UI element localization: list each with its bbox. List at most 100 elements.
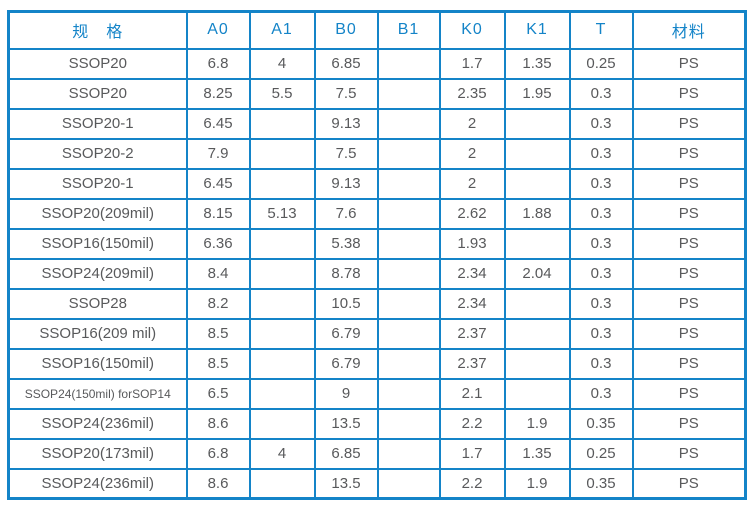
column-header-a1: A1 (248, 10, 316, 50)
value-cell-t: 0.25 (568, 437, 634, 470)
value-cell-a0: 8.5 (185, 317, 251, 350)
value-cell-t: 0.3 (568, 287, 634, 320)
spec-cell: SSOP16(209 mil) (7, 317, 188, 350)
value-cell-t: 0.3 (568, 197, 634, 230)
value-cell-k1 (503, 347, 571, 380)
column-header-b0: B0 (313, 10, 379, 50)
table-row: SSOP20(209mil) 8.15 5.13 7.6 2.62 1.88 0.3 PS (7, 197, 747, 230)
value-cell-material: PS (631, 107, 747, 140)
table-row: SSOP24(236mil) 8.6 13.5 2.2 1.9 0.35 PS (7, 467, 747, 500)
value-cell-a0: 8.6 (185, 407, 251, 440)
spec-cell: SSOP20(173mil) (7, 437, 188, 470)
value-cell-material: PS (631, 407, 747, 440)
value-cell-b1 (376, 287, 441, 320)
value-cell-a1 (248, 287, 316, 320)
value-cell-b0: 13.5 (313, 407, 379, 440)
value-cell-a1 (248, 107, 316, 140)
value-cell-material: PS (631, 77, 747, 110)
value-cell-k1: 2.04 (503, 257, 571, 290)
spec-cell: SSOP16(150mil) (7, 347, 188, 380)
column-header-t: T (568, 10, 634, 50)
value-cell-a1 (248, 317, 316, 350)
table-row: SSOP20(173mil) 6.8 4 6.85 1.7 1.35 0.25 PS (7, 437, 747, 470)
column-header-k0: K0 (438, 10, 506, 50)
value-cell-b1 (376, 257, 441, 290)
value-cell-k1 (503, 287, 571, 320)
spec-cell: SSOP20-2 (7, 137, 188, 170)
spec-table-header: 规 格 A0 A1 B0 B1 K0 K1 T 材料 (7, 10, 747, 50)
value-cell-b0: 6.85 (313, 47, 379, 80)
value-cell-t: 0.3 (568, 107, 634, 140)
value-cell-k0: 1.93 (438, 227, 506, 260)
value-cell-k1 (503, 377, 571, 410)
value-cell-material: PS (631, 197, 747, 230)
value-cell-b1 (376, 137, 441, 170)
value-cell-material: PS (631, 47, 747, 80)
table-row: SSOP20-2 7.9 7.5 2 0.3 PS (7, 137, 747, 170)
value-cell-b0: 5.38 (313, 227, 379, 260)
value-cell-a1: 5.13 (248, 197, 316, 230)
table-row: SSOP24(150mil) forSOP14 6.5 9 2.1 0.3 PS (7, 377, 747, 410)
value-cell-k0: 2.35 (438, 77, 506, 110)
value-cell-b0: 13.5 (313, 467, 379, 500)
value-cell-material: PS (631, 437, 747, 470)
value-cell-k0: 2.62 (438, 197, 506, 230)
value-cell-a1 (248, 347, 316, 380)
value-cell-k0: 1.7 (438, 437, 506, 470)
value-cell-material: PS (631, 227, 747, 260)
value-cell-t: 0.3 (568, 77, 634, 110)
value-cell-k1: 1.88 (503, 197, 571, 230)
value-cell-a0: 6.45 (185, 107, 251, 140)
value-cell-t: 0.35 (568, 467, 634, 500)
value-cell-a1 (248, 377, 316, 410)
value-cell-t: 0.3 (568, 227, 634, 260)
value-cell-k1: 1.35 (503, 437, 571, 470)
value-cell-a0: 6.45 (185, 167, 251, 200)
value-cell-a0: 6.8 (185, 47, 251, 80)
spec-cell: SSOP28 (7, 287, 188, 320)
table-row: SSOP20-1 6.45 9.13 2 0.3 PS (7, 107, 747, 140)
column-header-a0: A0 (185, 10, 251, 50)
value-cell-a1: 5.5 (248, 77, 316, 110)
value-cell-material: PS (631, 317, 747, 350)
value-cell-k0: 2.34 (438, 257, 506, 290)
value-cell-k0: 2 (438, 137, 506, 170)
value-cell-material: PS (631, 377, 747, 410)
value-cell-b1 (376, 467, 441, 500)
value-cell-a0: 6.36 (185, 227, 251, 260)
value-cell-t: 0.35 (568, 407, 634, 440)
value-cell-b0: 6.79 (313, 317, 379, 350)
value-cell-b0: 6.79 (313, 347, 379, 380)
value-cell-a0: 8.4 (185, 257, 251, 290)
table-row: SSOP20 6.8 4 6.85 1.7 1.35 0.25 PS (7, 47, 747, 80)
spec-cell: SSOP24(236mil) (7, 407, 188, 440)
value-cell-k1 (503, 137, 571, 170)
value-cell-material: PS (631, 347, 747, 380)
value-cell-k1 (503, 317, 571, 350)
value-cell-b1 (376, 377, 441, 410)
value-cell-material: PS (631, 257, 747, 290)
value-cell-t: 0.3 (568, 257, 634, 290)
value-cell-b1 (376, 47, 441, 80)
table-row: SSOP24(209mil) 8.4 8.78 2.34 2.04 0.3 PS (7, 257, 747, 290)
value-cell-a1: 4 (248, 437, 316, 470)
value-cell-t: 0.3 (568, 377, 634, 410)
table-row: SSOP20 8.25 5.5 7.5 2.35 1.95 0.3 PS (7, 77, 747, 110)
column-header-spec: 规 格 (7, 10, 188, 50)
value-cell-b0: 9.13 (313, 107, 379, 140)
value-cell-k0: 2.2 (438, 467, 506, 500)
value-cell-material: PS (631, 137, 747, 170)
value-cell-k1 (503, 167, 571, 200)
value-cell-k0: 1.7 (438, 47, 506, 80)
table-row: SSOP20-1 6.45 9.13 2 0.3 PS (7, 167, 747, 200)
table-row: SSOP16(209 mil) 8.5 6.79 2.37 0.3 PS (7, 317, 747, 350)
value-cell-k0: 2 (438, 167, 506, 200)
value-cell-b1 (376, 317, 441, 350)
value-cell-a0: 8.15 (185, 197, 251, 230)
value-cell-k1: 1.95 (503, 77, 571, 110)
value-cell-k1: 1.9 (503, 467, 571, 500)
value-cell-k1: 1.35 (503, 47, 571, 80)
value-cell-a0: 8.5 (185, 347, 251, 380)
value-cell-k0: 2.37 (438, 347, 506, 380)
spec-cell: SSOP20 (7, 77, 188, 110)
